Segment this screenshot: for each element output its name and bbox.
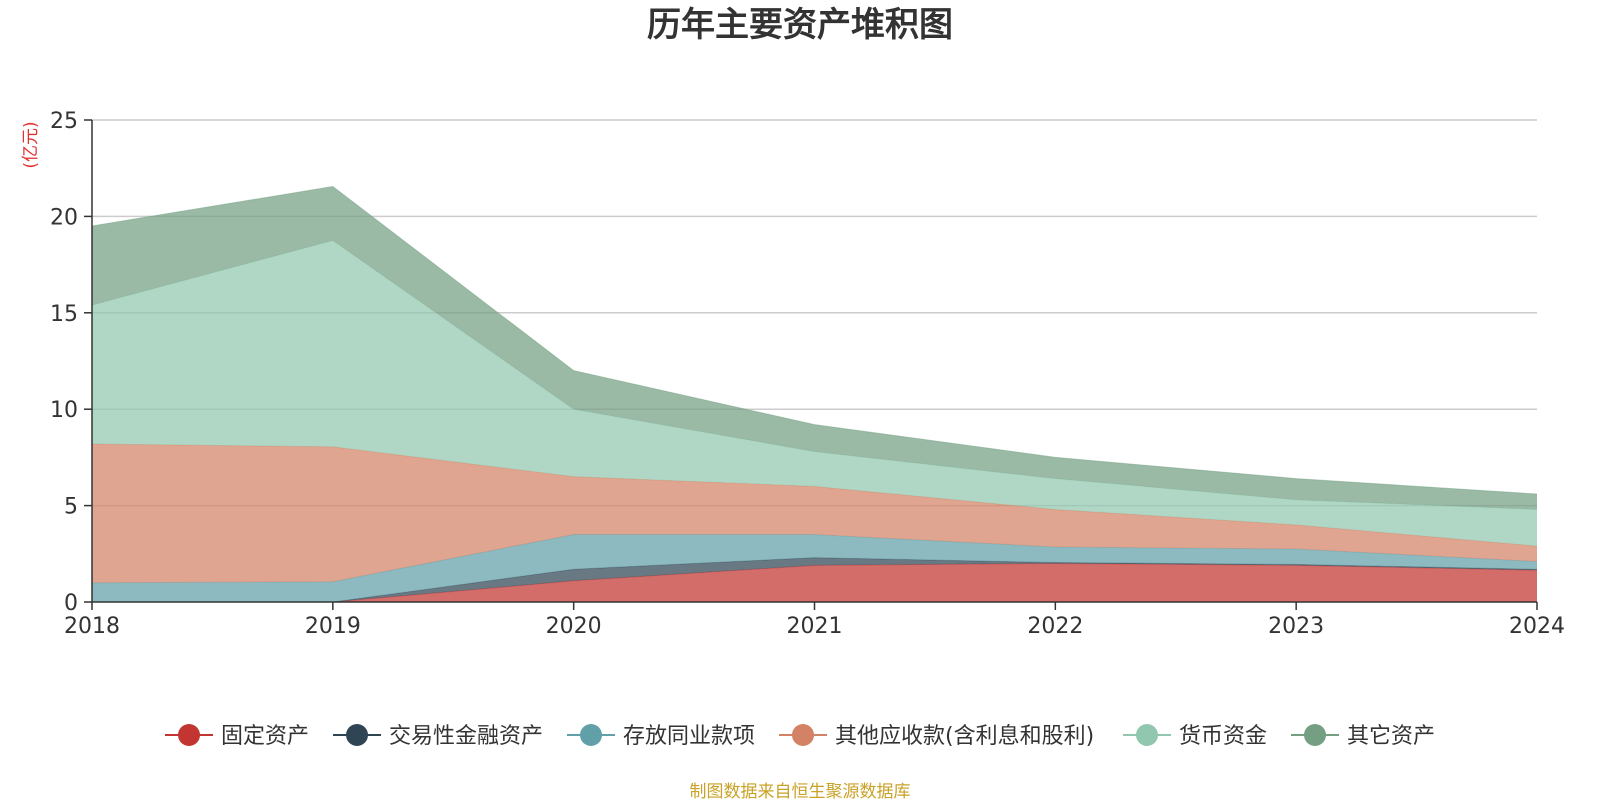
chart-title: 历年主要资产堆积图 xyxy=(647,5,953,45)
y-tick-label: 25 xyxy=(50,109,78,134)
y-tick-label: 5 xyxy=(64,495,78,520)
legend-item-2[interactable]: 存放同业款项 xyxy=(567,724,755,749)
legend[interactable]: 固定资产 交易性金融资产 存放同业款项 其他应收款(含利息和股利) 货币资金 其它资产 xyxy=(165,724,1435,749)
legend-circle-icon xyxy=(792,724,814,746)
x-tick-label: 2023 xyxy=(1268,614,1324,639)
legend-item-5[interactable]: 其它资产 xyxy=(1291,724,1435,749)
legend-item-0[interactable]: 固定资产 xyxy=(165,724,309,749)
area-2 xyxy=(92,534,1537,602)
y-tick-label: 10 xyxy=(50,398,78,423)
legend-circle-icon xyxy=(580,724,602,746)
legend-circle-icon xyxy=(1304,724,1326,746)
legend-item-3[interactable]: 其他应收款(含利息和股利) xyxy=(779,724,1094,749)
y-tick-label: 0 xyxy=(64,591,78,616)
y-tick-label: 15 xyxy=(50,302,78,327)
legend-circle-icon xyxy=(1136,724,1158,746)
legend-circle-icon xyxy=(346,724,368,746)
area-1 xyxy=(92,557,1537,602)
legend-label: 货币资金 xyxy=(1179,724,1267,749)
legend-circle-icon xyxy=(178,724,200,746)
x-tick-label: 2018 xyxy=(64,614,120,639)
x-tick-label: 2020 xyxy=(546,614,602,639)
x-tick-label: 2021 xyxy=(787,614,843,639)
area-4 xyxy=(92,240,1537,547)
legend-item-1[interactable]: 交易性金融资产 xyxy=(333,724,543,749)
legend-label: 交易性金融资产 xyxy=(389,724,543,749)
legend-label: 固定资产 xyxy=(221,724,309,749)
x-tick-label: 2019 xyxy=(305,614,361,639)
source-note: 制图数据来自恒生聚源数据库 xyxy=(689,782,911,802)
area-3 xyxy=(92,443,1537,583)
area-0 xyxy=(92,563,1537,602)
legend-label: 其他应收款(含利息和股利) xyxy=(835,724,1094,749)
y-tick-label: 20 xyxy=(50,205,78,230)
legend-label: 其它资产 xyxy=(1347,724,1435,749)
x-tick-label: 2024 xyxy=(1509,614,1565,639)
axes: 0 5 10 15 20 25 2018 2019 2020 2021 2022 2023 2024 (亿… xyxy=(21,109,1565,639)
y-unit-label: (亿元) xyxy=(21,121,41,168)
legend-label: 存放同业款项 xyxy=(623,724,755,749)
legend-item-4[interactable]: 货币资金 xyxy=(1123,724,1267,749)
area-series xyxy=(91,185,1538,603)
x-tick-label: 2022 xyxy=(1027,614,1083,639)
area-5 xyxy=(92,186,1537,510)
area-line-5 xyxy=(91,185,1538,495)
